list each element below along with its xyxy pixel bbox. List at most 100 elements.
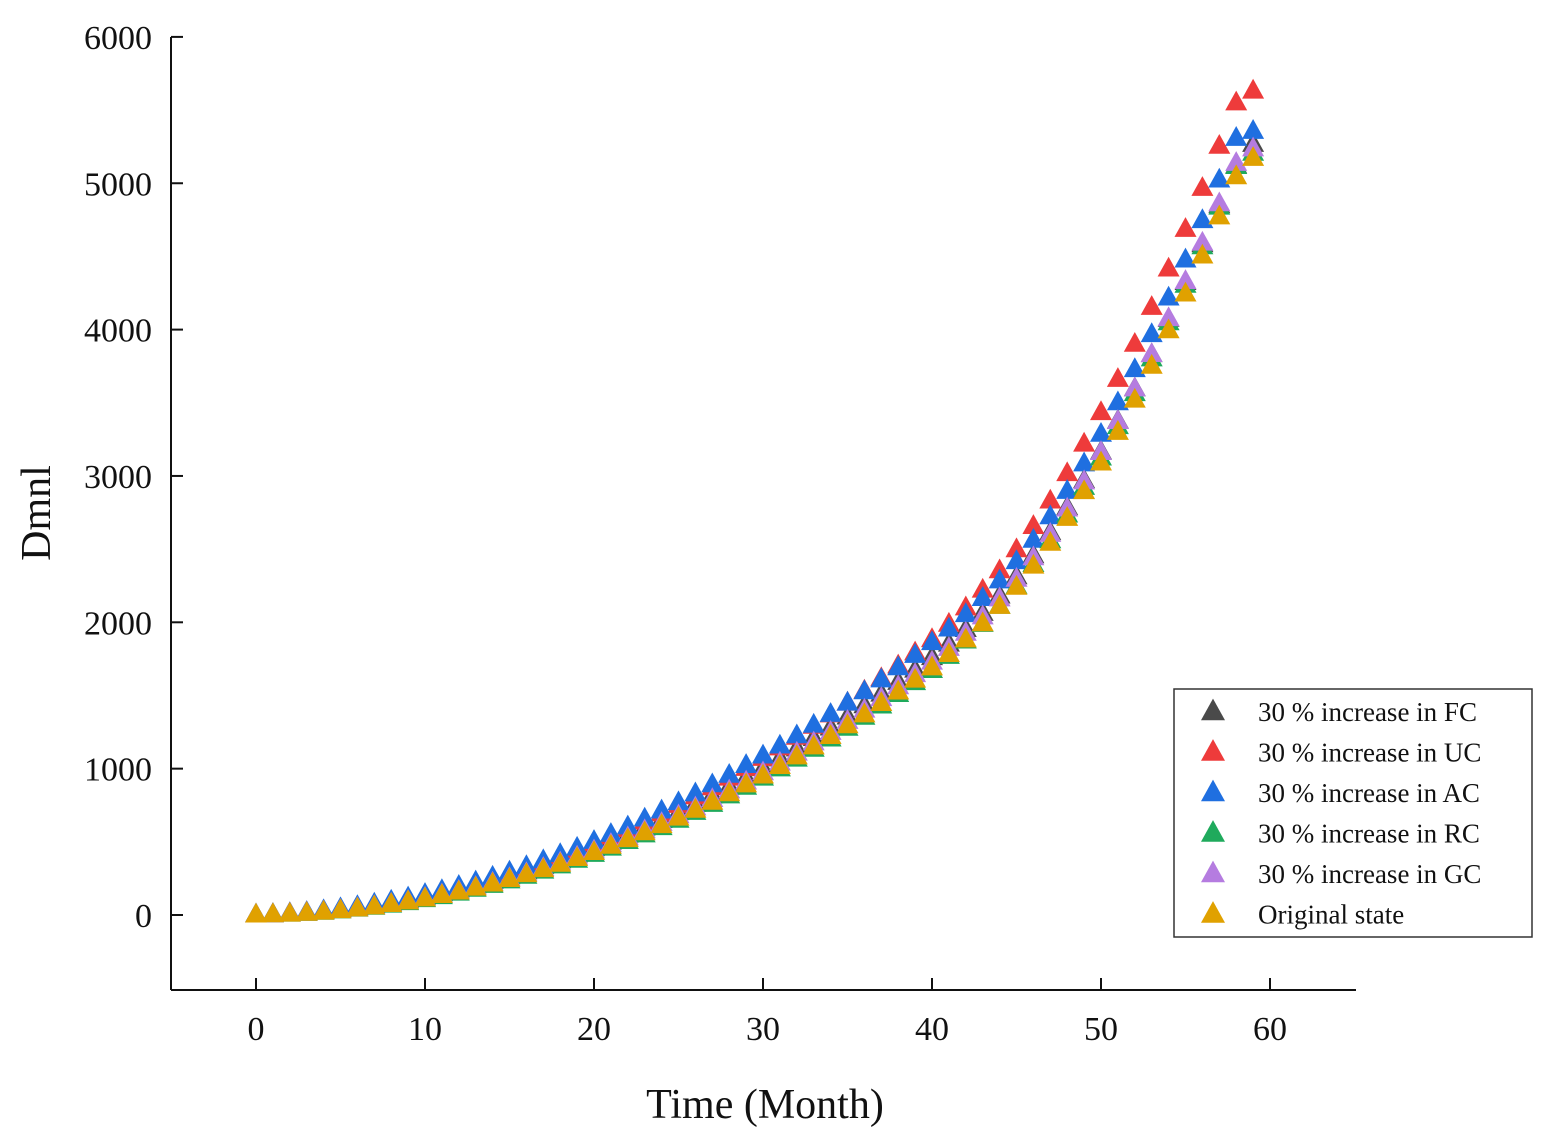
series-1 [245,78,1265,923]
data-point [245,902,267,923]
x-tick-label: 50 [1084,1011,1118,1048]
data-point [701,772,724,793]
data-point [836,713,859,734]
data-point [1191,243,1214,264]
data-point [718,781,741,802]
data-point [887,679,910,700]
x-ticks: 0 10 20 30 40 50 60 [248,978,1287,1048]
data-point [785,744,808,765]
data-point [819,724,842,744]
legend-label: 30 % increase in GC [1258,859,1481,889]
y-tick-label: 2000 [84,605,152,642]
data-point [1140,295,1163,315]
data-point [971,611,994,632]
data-point [481,871,504,892]
data-point [1140,353,1163,374]
data-point [1140,342,1163,363]
data-point [684,781,707,802]
data-point [954,627,977,648]
data-point [515,862,538,883]
data-point [1039,530,1062,551]
data-point [684,797,707,818]
data-point [785,723,808,744]
data-point [1005,537,1028,558]
data-point [1073,451,1096,472]
data-point [1005,574,1028,595]
data-point [447,879,470,900]
data-point [937,642,960,663]
data-point [887,655,910,676]
legend-box [1173,688,1533,938]
data-point [650,798,673,819]
data-point [921,655,943,676]
legend-marker [1201,820,1225,842]
data-point [1123,387,1146,408]
data-point [1191,208,1214,229]
data-point [768,733,791,754]
legend: 30 % increase in FC 30 % increase in UC 30… [1173,688,1533,938]
data-point [1123,357,1146,378]
data-point [1191,176,1214,196]
data-point [1090,440,1112,461]
data-point [701,789,724,810]
data-point [1208,191,1231,212]
legend-marker [1201,779,1225,802]
y-tick-label: 3000 [84,459,152,496]
data-point [430,883,453,904]
data-point [1140,322,1163,343]
data-point [1225,151,1248,171]
data-point [1242,146,1265,166]
data-point [988,558,1011,579]
data-point [633,820,656,841]
data-point [1174,217,1197,237]
data-point [1090,400,1112,421]
series-0 [245,132,1265,923]
data-point [937,616,960,637]
data-point [1225,126,1248,146]
data-point [1090,450,1112,471]
data-point [1174,269,1197,289]
data-point [819,702,842,722]
data-point [718,762,741,783]
data-point [1056,479,1079,499]
data-point [870,667,893,688]
x-tick-label: 20 [577,1011,611,1048]
series-3 [245,140,1265,923]
data-point [1056,506,1079,526]
series-4 [245,136,1265,923]
data-point [532,857,555,878]
data-point [735,753,758,773]
data-point [735,772,758,793]
data-point [278,901,301,922]
data-point [1106,420,1129,440]
data-point [921,630,943,651]
data-point [1090,421,1112,442]
data-point [1191,230,1214,251]
series-2 [245,119,1265,923]
data-point [312,899,335,920]
data-point [667,790,690,811]
data-point [295,900,318,921]
data-point [802,712,825,733]
x-axis-title: Time (Month) [646,1082,884,1128]
data-point [667,805,690,826]
data-point [650,813,673,834]
data-point [1039,504,1062,525]
data-point [616,814,639,835]
data-series [245,78,1265,923]
data-point [836,690,859,711]
data-point [1242,78,1265,99]
data-point [1157,318,1180,339]
data-point [1174,247,1197,268]
data-point [1242,119,1265,139]
legend-label: 30 % increase in RC [1258,819,1480,849]
data-point [329,898,352,919]
data-point [1208,133,1231,154]
data-point [1225,164,1248,185]
data-point [853,702,876,723]
x-tick-label: 60 [1253,1011,1287,1048]
legend-marker [1201,739,1225,761]
legend-marker [1201,698,1225,721]
y-ticks: 0 1000 2000 3000 4000 5000 6000 [84,20,183,935]
